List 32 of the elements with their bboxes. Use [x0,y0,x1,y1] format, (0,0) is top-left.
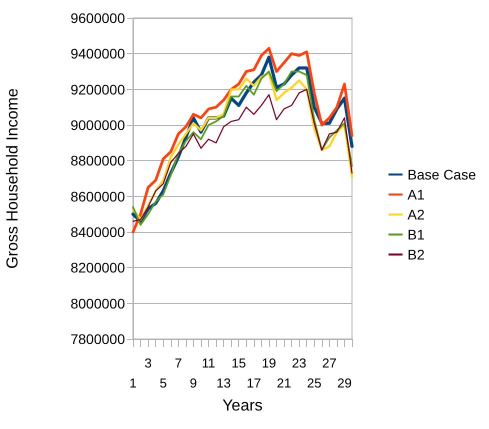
x-tick-label: 3 [144,356,152,370]
x-tick-label: 5 [160,376,167,390]
x-tick-label: 23 [292,356,306,370]
y-tick-label: 8800000 [70,152,126,169]
x-tick-label: 19 [262,356,276,370]
legend-label: B1 [408,226,425,242]
y-tick-label: 9200000 [70,81,126,98]
y-tick-label: 8200000 [70,260,126,276]
y-axis-title: Gross Household Income [4,88,22,269]
y-tick-label: 8000000 [70,295,126,312]
x-tick-label: 29 [337,376,352,390]
x-tick-label: 9 [190,376,198,390]
x-tick-label: 15 [231,356,246,370]
x-tick-label: 11 [202,356,216,370]
x-axis-title: Years [222,397,263,414]
y-tick-label: 8600000 [70,188,126,204]
legend-label: B2 [408,246,425,262]
y-tick-label: 9600000 [70,10,126,26]
x-tick-label: 21 [276,376,292,390]
legend-label: A1 [408,186,425,202]
x-tick-label: 17 [246,376,262,390]
legend-label: Base Case [408,166,476,182]
x-tick-label: 1 [129,376,137,390]
y-tick-label: 9400000 [70,46,126,62]
legend-label: A2 [408,206,425,222]
x-tick-label: 13 [216,376,231,390]
y-tick-label: 9000000 [70,117,126,133]
x-tick-label: 7 [174,356,182,370]
y-tick-label: 8400000 [70,224,126,240]
y-tick-label: 7800000 [70,331,126,347]
x-tick-label: 25 [307,376,322,390]
x-tick-label: 27 [322,356,337,370]
